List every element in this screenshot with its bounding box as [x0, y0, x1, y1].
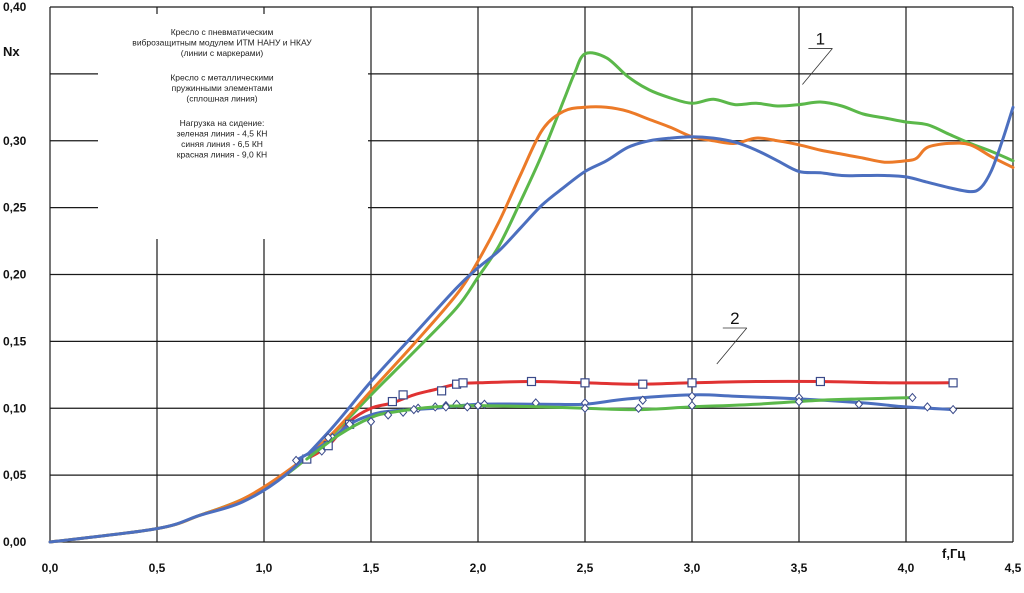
- data-point-square: [580, 378, 590, 388]
- data-point-diamond: [687, 400, 697, 411]
- x-tick-label: 3,0: [684, 561, 701, 575]
- data-point-square: [398, 390, 408, 400]
- curve-number-label: 2: [730, 309, 739, 328]
- y-tick-label: 0,00: [3, 535, 27, 549]
- data-point-square: [815, 376, 826, 387]
- data-point-diamond: [473, 400, 483, 411]
- data-point-diamond: [854, 399, 864, 409]
- legend-note-line: зеленая линия - 4,5 КН: [177, 129, 268, 139]
- data-point-diamond: [441, 402, 451, 412]
- y-axis-label: Nx: [3, 44, 20, 59]
- legend-note-line: Нагрузка на сидение:: [180, 118, 265, 128]
- legend-note-line: (сплошная линия): [186, 94, 257, 104]
- data-point-diamond: [687, 391, 697, 401]
- data-point-square: [687, 378, 697, 388]
- data-point-diamond: [580, 403, 590, 414]
- x-tick-label: 0,0: [42, 561, 59, 575]
- x-tick-label: 4,0: [898, 561, 915, 575]
- data-point-diamond: [794, 396, 804, 407]
- x-tick-label: 2,5: [577, 561, 594, 575]
- legend-note-line: (линии с маркерами): [181, 48, 264, 58]
- y-tick-label: 0,05: [3, 468, 27, 482]
- data-point-square: [458, 378, 468, 388]
- series-line: [48, 105, 1015, 544]
- legend-note-line: виброзащитным модулем ИТМ НАНУ и НКАУ: [132, 38, 312, 48]
- x-tick-label: 0,5: [149, 561, 166, 575]
- data-point-square: [437, 386, 447, 396]
- x-axis-label: f,Гц: [942, 546, 965, 561]
- data-point-diamond: [634, 403, 643, 414]
- curve-label-leader: [716, 327, 748, 365]
- x-tick-label: 1,5: [363, 561, 380, 575]
- y-tick-label: 0,10: [3, 401, 27, 415]
- x-tick-label: 4,5: [1005, 561, 1022, 575]
- y-tick-label: 0,40: [3, 0, 27, 14]
- series-line: [48, 51, 1015, 544]
- data-point-diamond: [291, 455, 301, 466]
- y-tick-label: 0,15: [3, 334, 27, 348]
- x-tick-label: 1,0: [256, 561, 273, 575]
- data-point-diamond: [383, 410, 393, 420]
- y-tick-label: 0,30: [3, 134, 27, 148]
- data-point-diamond: [324, 432, 333, 443]
- data-point-diamond: [948, 404, 958, 415]
- data-point-diamond: [908, 392, 917, 403]
- legend-note-line: Кресло с пневматическим: [171, 27, 274, 37]
- data-point-square: [387, 396, 397, 407]
- data-point-diamond: [463, 402, 472, 412]
- data-point-diamond: [638, 395, 647, 405]
- data-point-diamond: [366, 416, 376, 427]
- series-line: [48, 105, 1015, 544]
- y-tick-label: 0,25: [3, 201, 27, 215]
- curve-number-label: 1: [816, 29, 825, 48]
- curve-label-leader: [802, 48, 833, 85]
- legend-note-line: пружинными элементами: [172, 83, 273, 93]
- legend-note-line: красная линия - 9,0 КН: [177, 150, 267, 160]
- data-point-square: [638, 379, 648, 389]
- series-line: [305, 379, 951, 461]
- series-line: [305, 396, 914, 461]
- data-point-square: [948, 378, 958, 388]
- legend-note-box: [98, 14, 368, 239]
- data-point-diamond: [409, 404, 418, 415]
- x-tick-label: 2,0: [470, 561, 487, 575]
- legend-note-line: Кресло с металлическими: [170, 73, 274, 83]
- data-point-square: [526, 376, 537, 387]
- y-tick-label: 0,20: [3, 268, 27, 282]
- data-point-diamond: [923, 402, 932, 412]
- x-tick-label: 3,5: [791, 561, 808, 575]
- legend-note-line: синяя линия - 6,5 КН: [181, 139, 263, 149]
